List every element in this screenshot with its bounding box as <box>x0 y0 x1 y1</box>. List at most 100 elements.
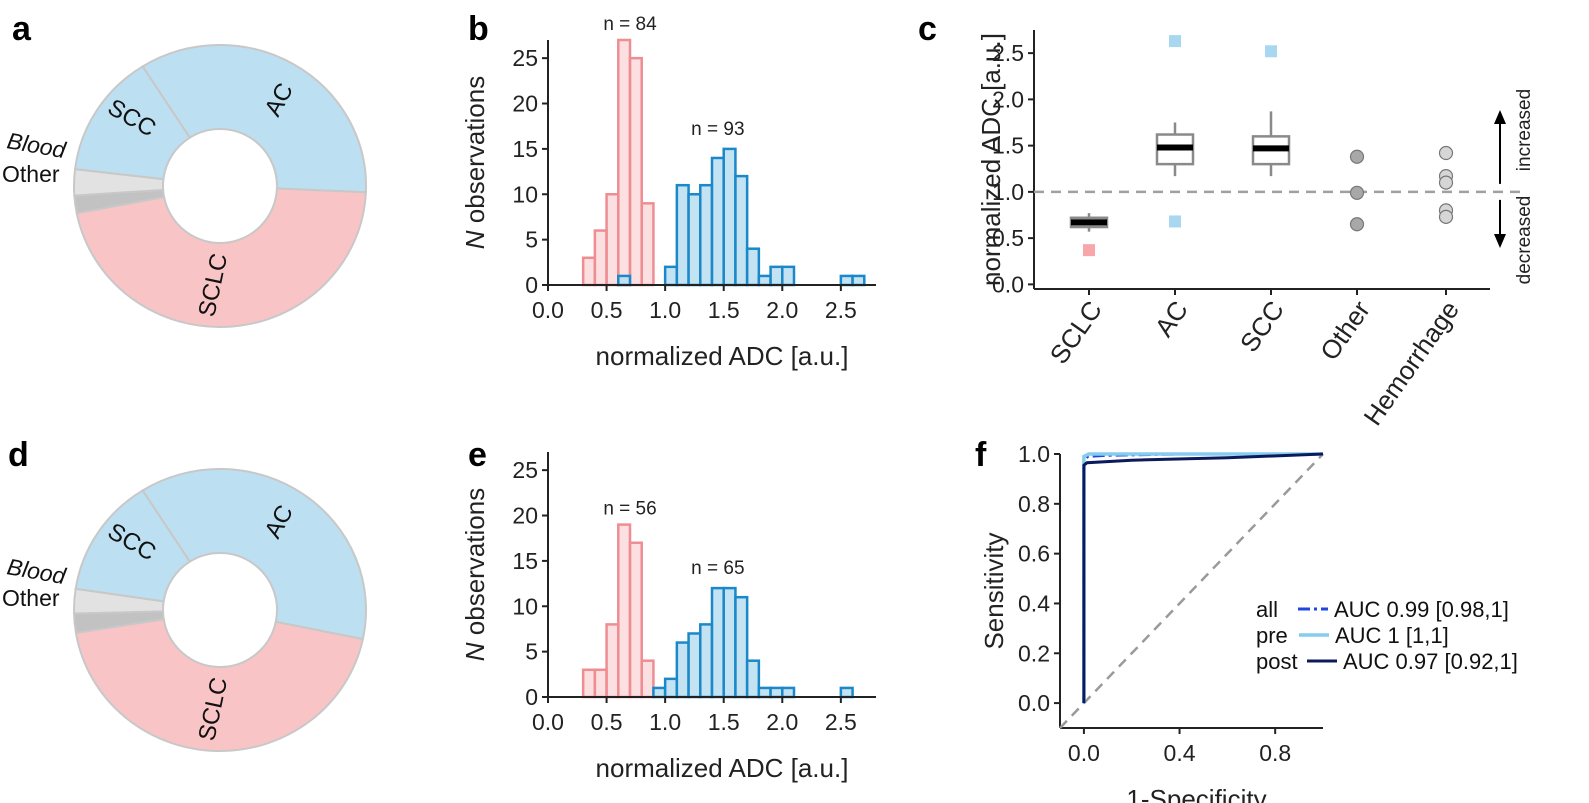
panel-label-b: b <box>468 10 489 48</box>
y-tick-label: 5 <box>525 227 538 253</box>
x-tick-label: 0.4 <box>1164 740 1196 766</box>
x-axis-title: normalized ADC [a.u.] <box>596 753 849 783</box>
y-axis-title: normalized ADC [a.u.] <box>976 33 1006 286</box>
hist-bar-nsclc <box>839 686 854 699</box>
y-tick-label: 5 <box>525 639 538 665</box>
data-point-other <box>1349 185 1365 200</box>
roc-curve-post <box>1082 452 1324 704</box>
x-tick-label: 0.5 <box>591 709 623 735</box>
legend-name-post: post <box>1256 649 1298 674</box>
y-tick-label: 20 <box>512 503 538 529</box>
box-outlier <box>1083 244 1095 257</box>
y-axis-title-rest: observations <box>460 76 490 231</box>
box-outlier <box>1265 45 1277 58</box>
hist-bar-nsclc <box>734 174 749 287</box>
x-tick-label: AC <box>1149 295 1194 342</box>
x-tick-label: SCLC <box>1044 295 1108 369</box>
side-label-increased: increased <box>1514 89 1535 171</box>
hist-bar-nsclc <box>769 686 784 699</box>
y-tick-label: 2.0 <box>992 86 1024 112</box>
hist-bar-nsclc <box>734 595 749 699</box>
y-tick-label: 0.6 <box>1018 541 1050 567</box>
y-tick-label: 0.0 <box>1018 690 1050 716</box>
y-tick-label: 0.0 <box>992 271 1024 297</box>
roc-chart-f: 0.0 0.2 0.4 0.6 0.8 1.0 0.0 0.4 0.8 1-Specificity… <box>979 441 1518 803</box>
n-label-sclc: n = 84 <box>603 14 657 35</box>
arrow-down-head <box>1494 234 1506 248</box>
x-tick-label: 0.8 <box>1259 740 1291 766</box>
hist-bar-nsclc <box>745 247 761 287</box>
chance-diagonal <box>1059 453 1324 729</box>
x-tick-label: Other <box>1314 295 1376 366</box>
hist-bar-nsclc <box>687 632 702 699</box>
panel-label-a: a <box>12 10 32 48</box>
n-label-sclc: n = 56 <box>603 499 656 520</box>
hist-bar-nsclc <box>663 265 679 287</box>
hist-bar-nsclc <box>722 586 737 699</box>
panel-label-f: f <box>975 436 987 474</box>
data-point-other <box>1349 149 1365 164</box>
data-point-hemorrhage <box>1438 145 1454 161</box>
x-tick-label: 0.0 <box>1068 740 1100 766</box>
pie-slice-scc <box>73 65 192 181</box>
hist-bar-nsclc <box>687 193 702 287</box>
y-tick-label: 0 <box>525 684 538 710</box>
hist-bar-sclc <box>605 623 620 699</box>
y-axis-title: N observations <box>460 76 490 249</box>
hist-bar-sclc <box>593 229 608 287</box>
y-tick-label: 0.8 <box>1018 491 1050 517</box>
hist-bar-sclc <box>628 56 643 287</box>
hist-bar-sclc <box>581 668 597 699</box>
x-tick-label: 0.0 <box>532 297 564 323</box>
y-tick-label: 0 <box>525 272 538 298</box>
hist-bar-nsclc <box>710 586 725 699</box>
box-outlier <box>1169 35 1181 48</box>
data-point-hemorrhage <box>1438 175 1454 190</box>
hist-bar-nsclc <box>781 686 796 699</box>
x-axis-title: normalized ADC [a.u.] <box>596 341 849 371</box>
x-tick-label: SCC <box>1234 295 1290 357</box>
y-tick-label: 1.0 <box>992 179 1024 205</box>
hist-bar-nsclc <box>851 274 866 287</box>
y-tick-label: 0.5 <box>992 225 1024 251</box>
y-axis-title-rest: observations <box>460 488 490 643</box>
n-label-nsclc: n = 93 <box>691 119 744 140</box>
data-point-other <box>1349 217 1365 232</box>
panel-label-d: d <box>8 436 29 474</box>
hist-bar-sclc <box>628 541 643 699</box>
x-tick-label: 1.0 <box>649 709 681 735</box>
hist-bar-nsclc <box>757 274 772 287</box>
x-tick-label: 0.5 <box>591 297 623 323</box>
y-axis-title: Sensitivity <box>979 532 1009 649</box>
pie-slice-scc <box>74 489 192 603</box>
data-point-hemorrhage <box>1438 209 1454 224</box>
x-tick-label: 2.0 <box>766 297 798 323</box>
x-tick-label: 2.5 <box>825 709 857 735</box>
pie-slice-ac <box>141 44 367 194</box>
x-tick-label: 1.5 <box>708 709 740 735</box>
histogram-b: 0.0 0.5 1.0 1.5 2.0 2.5 0 5 10 15 20 25 normalized A… <box>460 14 876 371</box>
panel-label-e: e <box>468 436 487 474</box>
hist-bar-sclc <box>617 38 632 287</box>
pie-label-other: Other <box>2 161 60 187</box>
x-tick-label: 0.0 <box>532 709 564 735</box>
x-tick-label: 1.0 <box>649 297 681 323</box>
y-tick-label: 2.5 <box>992 40 1024 66</box>
hist-bar-sclc <box>617 523 632 699</box>
y-tick-label: 25 <box>512 457 538 483</box>
box-outlier <box>1169 215 1181 228</box>
legend-auc-all: AUC 0.99 [0.98,1] <box>1334 597 1509 622</box>
n-label-nsclc: n = 65 <box>691 558 744 579</box>
side-label-decreased: decreased <box>1514 196 1535 285</box>
pie-label-blood: Blood <box>5 127 69 163</box>
hist-bar-nsclc <box>675 641 690 699</box>
y-tick-label: 10 <box>512 593 538 619</box>
hist-bar-nsclc <box>839 274 854 287</box>
y-axis-title-italic: N <box>460 642 490 661</box>
legend-name-all: all <box>1256 597 1278 622</box>
x-tick-label: 2.0 <box>766 709 798 735</box>
